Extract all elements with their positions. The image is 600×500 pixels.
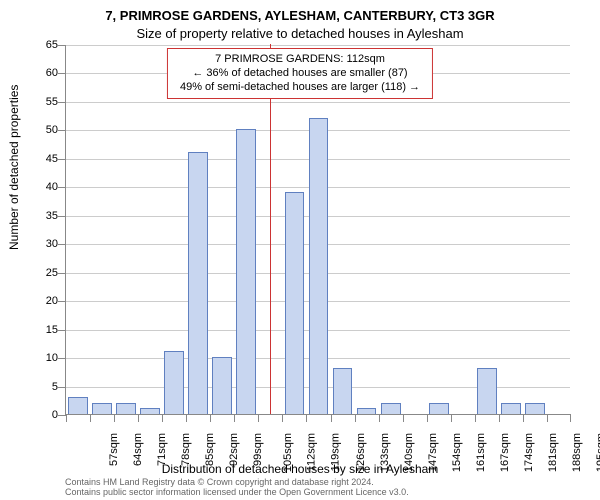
info-line-3: 49% of semi-detached houses are larger (…: [180, 81, 420, 95]
bar: [188, 152, 208, 414]
x-tick: [355, 414, 356, 422]
bar: [381, 403, 401, 414]
bar: [140, 408, 160, 414]
x-tick: [162, 414, 163, 422]
y-tick-label: 40: [46, 181, 58, 193]
y-tick-label: 30: [46, 238, 58, 250]
y-tick: [58, 273, 66, 274]
footer-line-2: Contains public sector information licen…: [65, 488, 409, 498]
y-tick: [58, 159, 66, 160]
bar: [285, 192, 305, 414]
y-tick: [58, 73, 66, 74]
bar: [68, 397, 88, 414]
x-tick: [475, 414, 476, 422]
y-tick-label: 25: [46, 267, 58, 279]
y-tick-label: 0: [52, 409, 58, 421]
chart-container: 7, PRIMROSE GARDENS, AYLESHAM, CANTERBUR…: [0, 0, 600, 500]
y-tick: [58, 358, 66, 359]
bar: [357, 408, 377, 414]
x-tick: [451, 414, 452, 422]
x-tick: [258, 414, 259, 422]
grid-line: [66, 102, 570, 103]
x-tick: [379, 414, 380, 422]
info-box: 7 PRIMROSE GARDENS: 112sqm ← 36% of deta…: [167, 48, 433, 99]
bar: [164, 351, 184, 414]
x-tick: [138, 414, 139, 422]
y-tick: [58, 330, 66, 331]
x-tick: [186, 414, 187, 422]
x-tick: [403, 414, 404, 422]
x-tick: [234, 414, 235, 422]
x-tick: [210, 414, 211, 422]
bar: [333, 368, 353, 414]
x-tick: [570, 414, 571, 422]
y-tick-label: 35: [46, 210, 58, 222]
chart-title: 7, PRIMROSE GARDENS, AYLESHAM, CANTERBUR…: [0, 8, 600, 23]
y-axis-label: Number of detached properties: [7, 85, 21, 250]
grid-line: [66, 45, 570, 46]
y-tick-label: 45: [46, 153, 58, 165]
y-tick-label: 10: [46, 352, 58, 364]
x-tick: [499, 414, 500, 422]
footer-text: Contains HM Land Registry data © Crown c…: [65, 478, 409, 498]
bar: [309, 118, 329, 414]
bar: [92, 403, 112, 414]
x-tick: [282, 414, 283, 422]
y-tick-label: 65: [46, 39, 58, 51]
y-tick-label: 50: [46, 124, 58, 136]
y-tick-label: 20: [46, 295, 58, 307]
x-tick: [114, 414, 115, 422]
bar: [429, 403, 449, 414]
y-tick: [58, 387, 66, 388]
info-line-2: ← 36% of detached houses are smaller (87…: [180, 67, 420, 81]
y-tick: [58, 415, 66, 416]
y-tick-label: 55: [46, 96, 58, 108]
x-tick: [523, 414, 524, 422]
y-tick: [58, 130, 66, 131]
x-tick: [306, 414, 307, 422]
info-line-1: 7 PRIMROSE GARDENS: 112sqm: [180, 53, 420, 67]
y-tick: [58, 102, 66, 103]
y-tick-label: 60: [46, 67, 58, 79]
bar: [501, 403, 521, 414]
bar: [212, 357, 232, 414]
x-tick: [66, 414, 67, 422]
y-tick: [58, 244, 66, 245]
bar: [116, 403, 136, 414]
x-axis-label: Distribution of detached houses by size …: [0, 462, 600, 476]
x-tick: [331, 414, 332, 422]
x-tick: [90, 414, 91, 422]
bar: [477, 368, 497, 414]
plot-area: [65, 45, 570, 415]
x-tick: [547, 414, 548, 422]
y-tick: [58, 187, 66, 188]
bar: [525, 403, 545, 414]
y-tick-label: 15: [46, 324, 58, 336]
y-tick: [58, 45, 66, 46]
highlight-line: [270, 44, 271, 414]
x-tick: [427, 414, 428, 422]
y-tick: [58, 301, 66, 302]
y-tick: [58, 216, 66, 217]
y-tick-label: 5: [52, 381, 58, 393]
chart-subtitle: Size of property relative to detached ho…: [0, 26, 600, 41]
bar: [236, 129, 256, 414]
